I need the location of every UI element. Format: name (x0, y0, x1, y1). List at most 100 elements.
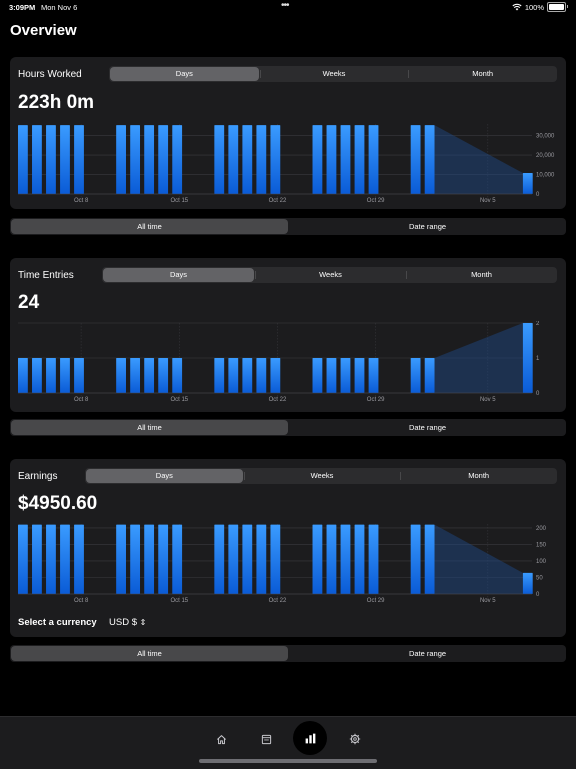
card-title: Hours Worked (18, 69, 82, 80)
total-value: $4950.60 (18, 493, 98, 514)
x-tick-label: Oct 22 (269, 198, 287, 204)
range-all-time[interactable]: All time (11, 646, 288, 661)
bar (424, 524, 435, 594)
bar (158, 524, 169, 594)
page-title: Overview (10, 22, 77, 39)
bar (354, 524, 365, 594)
trend-area (434, 125, 523, 194)
bar (32, 125, 42, 194)
range-all-time[interactable]: All time (11, 219, 288, 234)
segment-days[interactable]: Days (110, 67, 259, 81)
book-icon (261, 734, 271, 744)
range-date-range[interactable]: Date range (408, 222, 447, 231)
y-tick-label: 50 (536, 575, 543, 581)
multitask-dots-icon[interactable]: ••• (281, 0, 289, 11)
segment-weeks[interactable]: Weeks (243, 468, 401, 484)
segment-days[interactable]: Days (103, 268, 254, 282)
segment-month[interactable]: Month (406, 267, 557, 283)
bar (32, 358, 42, 393)
x-tick-label: Nov 5 (480, 397, 496, 403)
bar (60, 125, 70, 194)
status-time: 3:09PM (9, 3, 36, 12)
bar (144, 524, 155, 594)
currency-value: USD $ (109, 617, 137, 628)
bar (326, 524, 337, 594)
bar (130, 125, 141, 194)
period-segmented-control: Days Weeks Month (85, 468, 557, 484)
bar (270, 125, 281, 194)
gear-icon (349, 733, 361, 745)
tab-overview[interactable] (293, 721, 327, 755)
segment-month[interactable]: Month (408, 66, 557, 82)
bar (60, 524, 70, 594)
currency-label: Select a currency (18, 617, 97, 628)
bar (18, 125, 28, 194)
bar (424, 358, 435, 393)
time-entries-card: Time Entries Days Weeks Month 24 2 1 0 Oct … (10, 258, 566, 412)
bar (116, 358, 126, 393)
range-control: All time Date range (10, 645, 566, 662)
range-date-range[interactable]: Date range (408, 423, 447, 432)
status-bar: 3:09PM Mon Nov 6 ••• 100% (0, 0, 576, 14)
tab-home[interactable] (211, 729, 231, 749)
bar (256, 524, 267, 594)
hours-chart: 30,000 20,000 10,000 0 Oct 8 Oct 15 Oct 22 Oct … (18, 124, 555, 204)
bar (46, 524, 56, 594)
segment-weeks[interactable]: Weeks (259, 66, 409, 82)
segment-days[interactable]: Days (86, 469, 243, 483)
y-tick-label: 1 (536, 356, 540, 362)
total-value: 223h 0m (18, 92, 95, 113)
entries-chart: 2 1 0 Oct 8 Oct 15 Oct 22 Oct 29 Nov 5 (18, 321, 540, 403)
y-tick-label: 20,000 (536, 153, 555, 159)
y-tick-label: 30,000 (536, 134, 555, 140)
bar (74, 524, 84, 594)
bar (522, 173, 533, 194)
y-tick-label: 2 (536, 321, 540, 327)
x-tick-label: Oct 15 (170, 397, 188, 403)
bar (158, 125, 169, 194)
period-segmented-control: Days Weeks Month (109, 66, 557, 82)
bar (46, 358, 56, 393)
segment-weeks[interactable]: Weeks (255, 267, 406, 283)
bar (368, 524, 379, 594)
status-date: Mon Nov 6 (41, 3, 78, 12)
tab-settings[interactable] (345, 729, 365, 749)
bar (158, 358, 169, 393)
earnings-card: Earnings Days Weeks Month $4950.60 200 15… (10, 459, 566, 637)
y-tick-label: 0 (536, 592, 540, 598)
tab-entries[interactable] (256, 729, 276, 749)
bar (368, 125, 379, 194)
range-all-time[interactable]: All time (11, 420, 288, 435)
segment-month[interactable]: Month (400, 468, 557, 484)
bar (424, 125, 435, 194)
y-tick-label: 0 (536, 391, 540, 397)
x-tick-label: Oct 29 (367, 198, 385, 204)
bar (172, 125, 183, 194)
bar (214, 125, 225, 194)
home-indicator[interactable] (199, 759, 377, 763)
period-segmented-control: Days Weeks Month (102, 267, 557, 283)
bar (172, 524, 183, 594)
earnings-chart: 200 150 100 50 0 Oct 8 Oct 15 Oct 22 Oct 29 Nov 5 (18, 524, 547, 604)
bar (312, 125, 323, 194)
bar (74, 358, 84, 393)
range-date-range[interactable]: Date range (408, 649, 447, 658)
bar (410, 358, 421, 393)
y-tick-label: 10,000 (536, 173, 555, 179)
home-icon (216, 734, 226, 744)
bar (242, 358, 253, 393)
bar (144, 125, 155, 194)
x-tick-label: Oct 8 (74, 397, 89, 403)
bar (368, 358, 379, 393)
trend-area (434, 524, 523, 594)
bar (410, 524, 421, 594)
x-tick-label: Oct 8 (74, 598, 89, 604)
x-tick-label: Oct 15 (170, 598, 188, 604)
battery-icon (547, 2, 568, 12)
card-title: Time Entries (18, 270, 74, 281)
x-tick-label: Nov 5 (480, 598, 496, 604)
bar (74, 125, 84, 194)
currency-picker[interactable]: USD $ ⇕ (109, 617, 146, 628)
bar (354, 125, 365, 194)
y-tick-label: 100 (536, 559, 547, 565)
